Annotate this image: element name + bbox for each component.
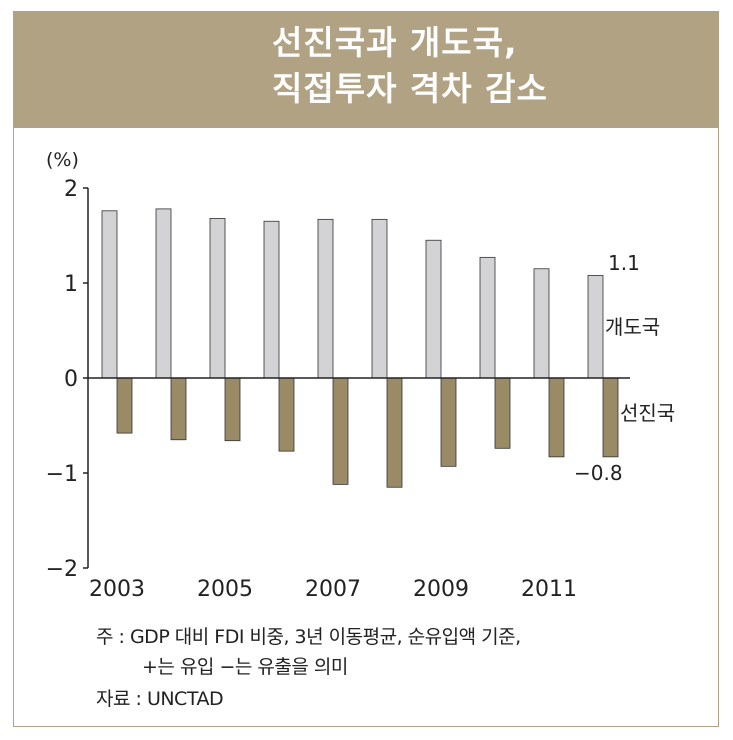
x-tick-label: 2007 <box>305 577 361 602</box>
bar-developing-2007 <box>317 218 334 379</box>
bar-advanced-2010 <box>494 377 511 449</box>
annotation-developing-value: 1.1 <box>608 251 640 275</box>
bar-advanced-2004 <box>170 377 187 441</box>
note-line-2: +는 유입 −는 유출을 의미 <box>142 656 348 678</box>
y-tick-label: 2 <box>64 177 78 202</box>
bar-developing-2011 <box>533 268 550 379</box>
x-tick-label: 2011 <box>521 577 577 602</box>
y-axis-label: (%) <box>46 149 79 171</box>
bar-advanced-2003 <box>116 377 133 434</box>
y-tick-label: 0 <box>64 367 78 392</box>
annotation-advanced-value: −0.8 <box>574 461 623 485</box>
x-tick-label: 2009 <box>413 577 469 602</box>
bar-advanced-2006 <box>278 377 295 452</box>
bar-developing-2004 <box>155 208 172 379</box>
x-tick-label: 2003 <box>89 577 145 602</box>
bar-advanced-2011 <box>548 377 565 458</box>
y-tick-label: −2 <box>46 557 78 582</box>
frame <box>13 11 719 727</box>
bar-developing-2006 <box>263 220 280 379</box>
bar-developing-2009 <box>425 239 442 379</box>
bar-developing-2005 <box>209 217 226 379</box>
y-tick-label: 1 <box>64 272 78 297</box>
y-tick-label: −1 <box>46 462 78 487</box>
x-tick-label: 2005 <box>197 577 253 602</box>
title-line-1: 선진국과 개도국, <box>272 23 518 62</box>
title-banner <box>13 11 719 128</box>
bar-advanced-2005 <box>224 377 241 442</box>
title-line-2: 직접투자 격차 감소 <box>272 69 548 108</box>
bar-advanced-2007 <box>332 377 349 485</box>
bar-developing-2012 <box>587 274 604 379</box>
bar-advanced-2012 <box>602 377 619 458</box>
bar-developing-2008 <box>371 218 388 379</box>
chart-title: 선진국과 개도국, 직접투자 격차 감소 <box>272 20 548 112</box>
bar-advanced-2009 <box>440 377 457 467</box>
bar-developing-2003 <box>101 210 118 379</box>
legend-advanced: 선진국 <box>620 401 675 425</box>
bar-developing-2010 <box>479 256 496 379</box>
source: 자료 : UNCTAD <box>96 688 224 710</box>
bar-advanced-2008 <box>386 377 403 488</box>
legend-developing: 개도국 <box>605 315 660 339</box>
note-line-1: 주 : GDP 대비 FDI 비중, 3년 이동평균, 순유입액 기준, <box>96 626 521 648</box>
